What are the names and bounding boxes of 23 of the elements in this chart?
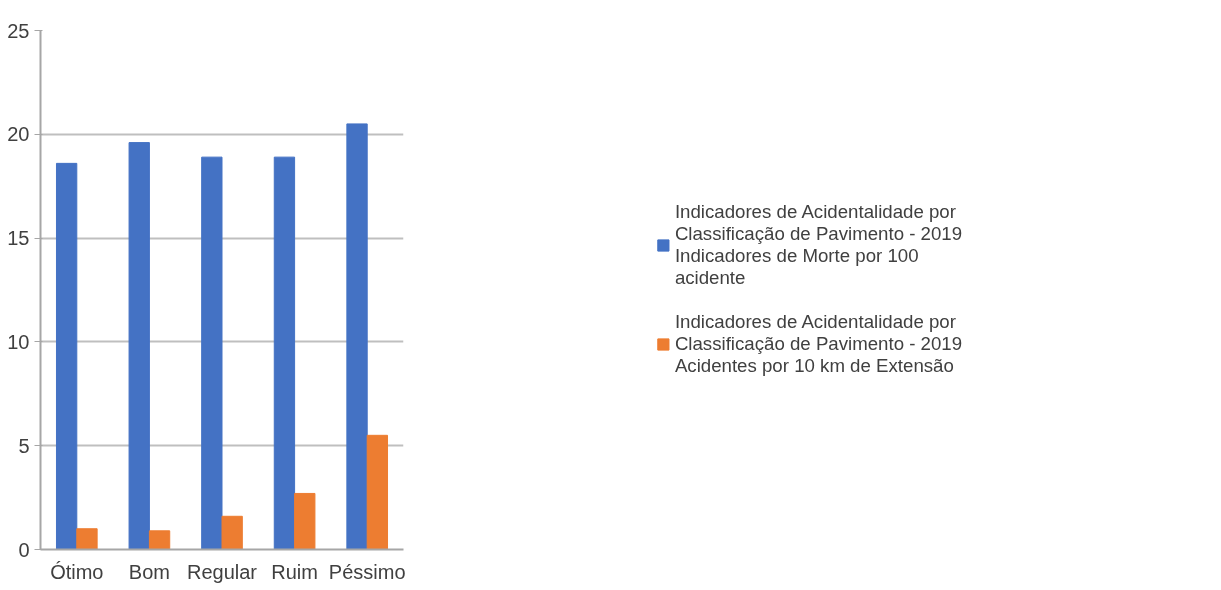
bar <box>273 156 296 550</box>
x-tick-label: Bom <box>128 560 170 583</box>
bar <box>294 492 316 550</box>
y-tick-label: 20 <box>7 123 30 146</box>
bar <box>76 528 98 550</box>
y-tick-label: 0 <box>18 538 30 561</box>
y-tick-label: 10 <box>7 330 30 353</box>
legend-label: Indicadores de Acidentalidade por Classificação de Pavimento - 2019 Indicadores de Morte por 100 acidente <box>674 200 963 289</box>
legend-label: Indicadores de Acidentalidade por Classificação de Pavimento - 2019 Acidentes por 10 km de Extensão <box>674 309 963 378</box>
x-tick-label: Ótimo <box>50 560 104 583</box>
bar <box>221 515 243 550</box>
y-tick-label: 25 <box>7 19 30 42</box>
bar <box>366 434 389 550</box>
x-tick-label: Péssimo <box>328 560 406 583</box>
y-tick-label: 5 <box>18 434 30 457</box>
x-tick-label: Regular <box>186 560 258 583</box>
bar <box>346 123 368 550</box>
bar <box>148 530 171 550</box>
bar <box>201 156 223 550</box>
x-tick-label: Ruim <box>271 560 318 583</box>
bar <box>55 162 78 550</box>
bar <box>128 142 150 550</box>
y-tick-label: 15 <box>7 227 30 250</box>
